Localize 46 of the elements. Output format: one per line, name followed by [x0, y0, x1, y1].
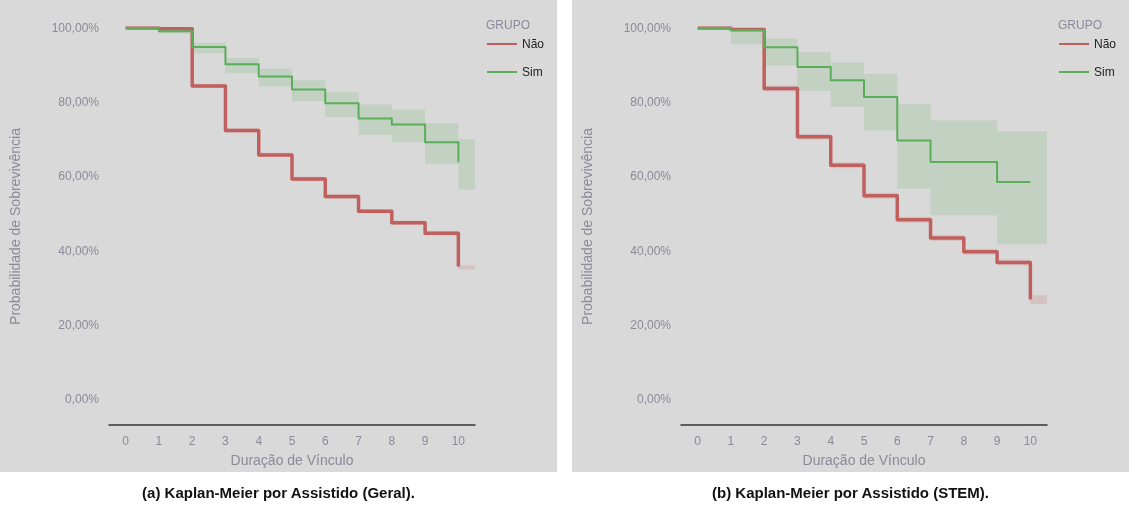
y-tick-label: 40,00% — [58, 243, 100, 258]
x-tick-label: 0 — [122, 434, 130, 448]
y-tick-label: 20,00% — [58, 317, 100, 332]
y-axis-title: Probabilidade de Sobrevivência — [579, 127, 595, 325]
x-tick-label: 6 — [893, 434, 901, 448]
y-tick-label: 80,00% — [58, 95, 100, 110]
legend-title: GRUPO — [486, 18, 531, 32]
legend-label: Sim — [1093, 65, 1115, 79]
y-tick-label: 80,00% — [630, 95, 672, 110]
legend-label: Não — [521, 37, 545, 51]
y-axis-title: Probabilidade de Sobrevivência — [7, 127, 23, 325]
x-axis-title: Duração de Vínculo — [802, 452, 926, 468]
x-tick-label: 8 — [388, 434, 396, 448]
y-tick-label: 20,00% — [630, 317, 672, 332]
x-tick-label: 8 — [960, 434, 968, 448]
x-tick-label: 3 — [794, 434, 802, 448]
x-tick-label: 1 — [155, 434, 163, 448]
x-tick-label: 9 — [993, 434, 1001, 448]
x-axis-title: Duração de Vínculo — [230, 452, 354, 468]
x-tick-label: 7 — [355, 434, 363, 448]
x-tick-label: 5 — [288, 434, 296, 448]
x-tick-label: 9 — [421, 434, 429, 448]
y-tick-label: 100,00% — [51, 21, 100, 35]
x-tick-label: 7 — [927, 434, 935, 448]
y-tick-label: 0,00% — [636, 392, 672, 407]
x-tick-label: 2 — [760, 434, 768, 448]
x-tick-label: 5 — [860, 434, 868, 448]
x-tick-label: 10 — [451, 434, 466, 448]
x-tick-label: 0 — [694, 434, 702, 448]
legend-title: GRUPO — [1058, 18, 1103, 32]
x-tick-label: 10 — [1023, 434, 1038, 448]
x-tick-label: 3 — [222, 434, 230, 448]
legend-label: Sim — [521, 65, 543, 79]
text: (b) Kaplan-Meier por Assistido (STEM). — [711, 484, 990, 501]
x-tick-label: 4 — [255, 434, 263, 448]
x-tick-label: 6 — [321, 434, 329, 448]
x-tick-label: 4 — [827, 434, 835, 448]
y-tick-label: 60,00% — [58, 169, 100, 184]
legend-label: Não — [1093, 37, 1117, 51]
text: (a) Kaplan-Meier por Assistido (Geral). — [141, 484, 416, 501]
y-tick-label: 0,00% — [64, 392, 100, 407]
y-tick-label: 100,00% — [623, 21, 672, 35]
y-tick-label: 40,00% — [630, 243, 672, 258]
y-tick-label: 60,00% — [630, 169, 672, 184]
x-tick-label: 2 — [188, 434, 196, 448]
x-tick-label: 1 — [727, 434, 735, 448]
